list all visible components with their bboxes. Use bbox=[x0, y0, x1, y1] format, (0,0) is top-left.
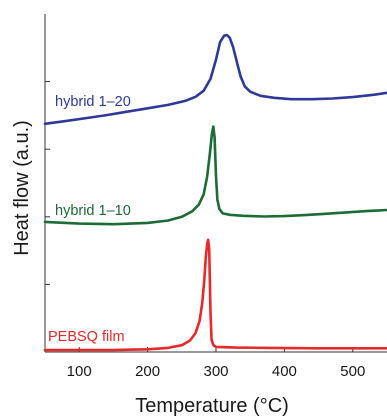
series-label-3: PEBSQ film bbox=[48, 329, 125, 345]
x-tick-label: 200 bbox=[135, 363, 160, 380]
series-label-2: hybrid 1–10 bbox=[55, 203, 131, 219]
chart-lines bbox=[43, 33, 387, 352]
y-axis-title: Heat flow (a.u.) bbox=[11, 120, 33, 256]
chart-series-labels: hybrid 1–20 hybrid 1–10 PEBSQ film bbox=[48, 94, 131, 345]
series-line-3 bbox=[43, 238, 387, 352]
series-line-1 bbox=[43, 33, 387, 126]
series-label-1: hybrid 1–20 bbox=[55, 94, 131, 110]
x-tick-label: 300 bbox=[203, 363, 228, 380]
x-tick-label: 100 bbox=[67, 363, 92, 380]
series-line-2 bbox=[43, 125, 387, 226]
chart-ticks: 100 200 300 400 500 bbox=[45, 81, 365, 380]
x-tick-label: 500 bbox=[340, 363, 365, 380]
x-tick-label: 400 bbox=[272, 363, 297, 380]
x-axis-title: Temperature (°C) bbox=[135, 395, 289, 417]
